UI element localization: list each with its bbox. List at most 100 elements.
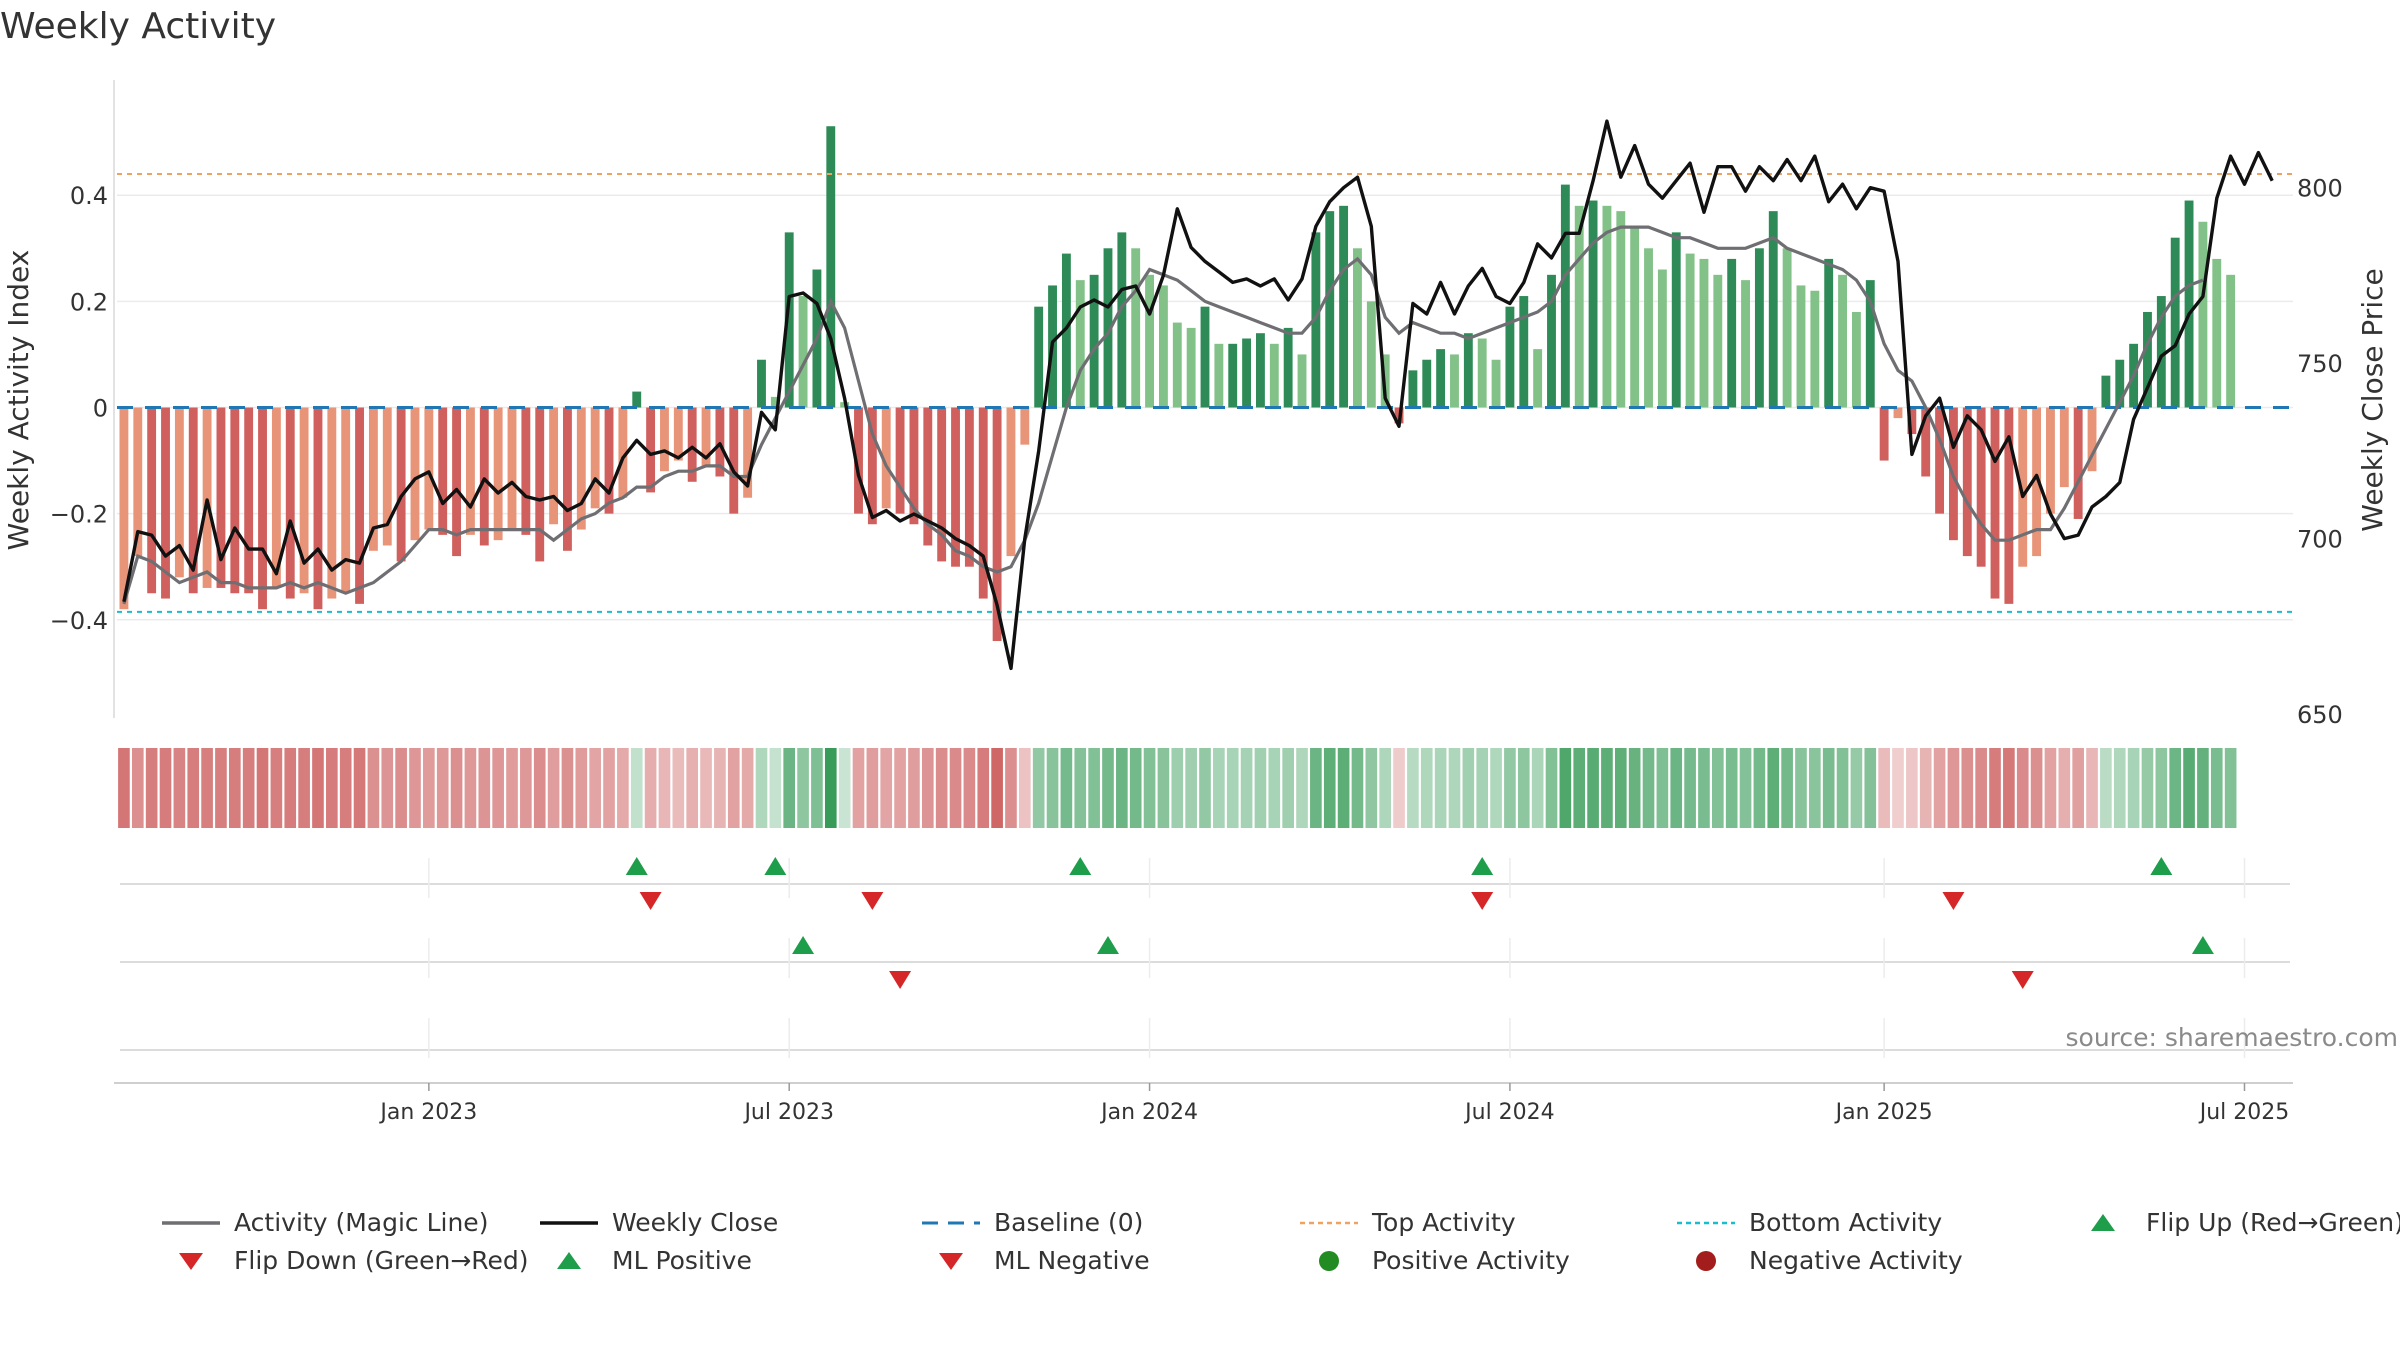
heat-cell — [1490, 748, 1502, 828]
heat-cell — [326, 748, 338, 828]
activity-bar — [1519, 296, 1529, 408]
heat-cell — [1975, 748, 1987, 828]
heat-cell — [1628, 748, 1641, 828]
activity-bar — [1075, 280, 1085, 408]
heat-cell — [575, 748, 588, 828]
heat-cell — [908, 748, 920, 828]
heat-cell — [1836, 748, 1849, 828]
heat-cell — [395, 748, 407, 828]
heat-cell — [1434, 748, 1447, 828]
activity-bar — [382, 407, 392, 546]
legend-label: Bottom Activity — [1749, 1208, 1943, 1237]
heat-cell — [1199, 748, 1211, 828]
heat-cell — [1517, 748, 1530, 828]
x-tick-label: Jul 2025 — [2198, 1100, 2290, 1125]
activity-bar — [1907, 407, 1917, 435]
activity-bar — [770, 396, 780, 408]
activity-bar — [1560, 184, 1570, 408]
activity-bar — [202, 407, 212, 588]
heat-cell — [1711, 748, 1724, 828]
activity-bar — [1089, 274, 1099, 408]
heat-cell — [1795, 748, 1807, 828]
heat-cell — [478, 748, 491, 828]
heat-cell — [1143, 748, 1156, 828]
heat-cell — [1531, 748, 1544, 828]
activity-bar — [2059, 407, 2069, 488]
y-tick-label: −0.2 — [50, 501, 108, 529]
activity-bar — [1145, 274, 1154, 408]
heat-cell — [644, 748, 657, 828]
activity-bar — [1616, 211, 1626, 408]
activity-bar — [244, 407, 254, 594]
activity-bar — [341, 407, 351, 594]
activity-bar — [507, 407, 517, 530]
x-axis: Jan 2023 Jul 2023 Jan 2024 Jul 2024 Jan 2025… — [114, 1082, 2293, 1125]
activity-bar — [396, 407, 406, 562]
activity-bar — [368, 407, 378, 551]
legend-item: ML Positive — [538, 1246, 752, 1275]
heat-cell — [1254, 748, 1267, 828]
heat-cell — [949, 748, 962, 828]
heat-cell — [1323, 748, 1336, 828]
heat-cell — [2072, 748, 2084, 828]
activity-bar — [1436, 349, 1446, 408]
activity-bar — [1935, 407, 1945, 514]
heat-cell — [1185, 748, 1197, 828]
x-tick-label: Jan 2023 — [378, 1100, 477, 1125]
heat-cell — [894, 748, 906, 828]
heat-cell — [1587, 748, 1599, 828]
activity-bar — [1741, 280, 1750, 408]
heat-cell — [2141, 748, 2154, 828]
heat-cell — [603, 748, 615, 828]
activity-bar — [1727, 258, 1737, 408]
x-tick-label: Jul 2024 — [1463, 1100, 1555, 1125]
heat-cell — [1545, 748, 1558, 828]
weekly-activity-chart: −0.4 −0.2 0 0.2 0.4 650 700 750 800 Jan 2023 Jul … — [2, 80, 2398, 1125]
legend-item: Top Activity — [1298, 1208, 1516, 1237]
activity-bar — [1505, 306, 1515, 408]
heat-cell — [1365, 748, 1378, 828]
heat-cell — [755, 748, 768, 828]
heat-cell — [1129, 748, 1142, 828]
flip-down-marker — [861, 892, 884, 910]
heat-cell — [1448, 748, 1461, 828]
activity-bar — [1685, 253, 1695, 408]
activity-bar — [632, 391, 642, 408]
activity-bar — [867, 407, 877, 525]
heat-cell — [1046, 748, 1059, 828]
heat-cell — [783, 748, 796, 828]
heat-cell — [520, 748, 532, 828]
heat-cell — [727, 748, 740, 828]
activity-bar — [660, 407, 669, 472]
legend-item: Flip Up (Red→Green) — [2072, 1208, 2400, 1237]
ml-negative-marker — [2011, 971, 2034, 989]
activity-bar — [2143, 311, 2152, 408]
activity-bar — [576, 407, 586, 530]
heat-cell — [1670, 748, 1683, 828]
activity-bar — [299, 407, 309, 594]
legend-label: Positive Activity — [1372, 1246, 1570, 1275]
x-tick-label: Jan 2024 — [1099, 1100, 1198, 1125]
activity-bar — [978, 407, 988, 599]
heat-cell — [2016, 748, 2029, 828]
heat-cell — [1767, 748, 1780, 828]
legend-item: Bottom Activity — [1675, 1208, 1942, 1237]
y-tick-label: −0.4 — [50, 607, 108, 635]
activity-bar — [1269, 343, 1279, 408]
activity-bar — [2212, 258, 2222, 408]
heat-cell — [1226, 748, 1239, 828]
ml-positive-marker — [792, 936, 815, 954]
heat-cell — [741, 748, 754, 828]
heat-cell — [1559, 748, 1572, 828]
heat-cell — [1088, 748, 1100, 828]
heat-cell — [2086, 748, 2098, 828]
activity-bar — [521, 407, 531, 535]
heat-cell — [381, 748, 394, 828]
y2-tick-label: 800 — [2297, 175, 2343, 203]
chart-title: Weekly Activity — [0, 6, 277, 47]
heat-cell — [963, 748, 976, 828]
activity-bar — [2184, 200, 2194, 408]
heat-cell — [367, 748, 380, 828]
activity-bar — [147, 407, 157, 594]
activity-bar — [1824, 258, 1834, 408]
